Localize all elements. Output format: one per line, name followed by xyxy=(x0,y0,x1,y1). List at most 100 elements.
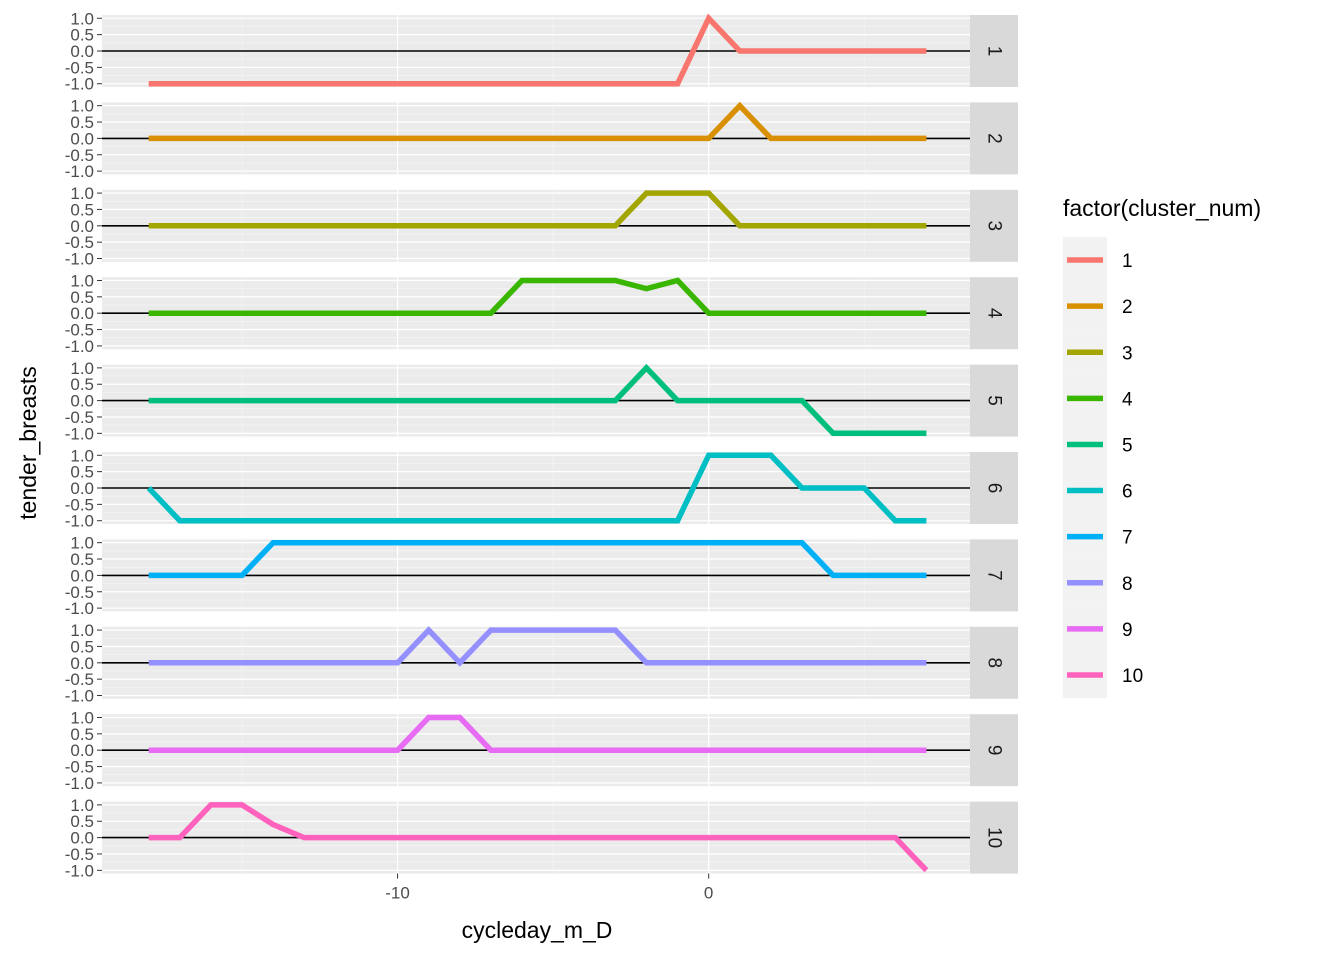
y-tick-label: 0.5 xyxy=(70,26,94,45)
y-tick-label: 0.5 xyxy=(70,725,94,744)
y-tick-label: -0.5 xyxy=(65,58,94,77)
y-tick-label: 0.5 xyxy=(70,375,94,394)
legend-label: 9 xyxy=(1122,620,1133,641)
y-tick-label: -0.5 xyxy=(65,233,94,252)
y-tick-label: -0.5 xyxy=(65,408,94,427)
facet-strip xyxy=(970,15,1018,87)
legend-label: 10 xyxy=(1122,666,1143,687)
y-tick-label: -0.5 xyxy=(65,758,94,777)
y-tick-label: -1.0 xyxy=(65,512,94,531)
y-tick-label: -0.5 xyxy=(65,495,94,514)
y-tick-label: 0.0 xyxy=(70,479,94,498)
y-tick-label: 0.5 xyxy=(70,637,94,656)
y-tick-label: 0.0 xyxy=(70,392,94,411)
series-line-1 xyxy=(148,13,927,87)
y-tick-label: -0.5 xyxy=(65,845,94,864)
legend-item-2: 2 xyxy=(1063,283,1133,330)
series-line-2 xyxy=(148,101,927,142)
y-tick-label: -1.0 xyxy=(65,337,94,356)
facet-strip xyxy=(970,277,1018,350)
y-tick-label: -1.0 xyxy=(65,162,94,181)
y-tick-label: -1.0 xyxy=(65,75,94,94)
y-tick-label: -1.0 xyxy=(65,687,94,706)
x-axis: -10 0 xyxy=(385,873,713,903)
legend-label: 2 xyxy=(1122,297,1133,318)
y-tick-label: 0.0 xyxy=(70,129,94,148)
y-tick-label: 0.5 xyxy=(70,113,94,132)
legend-item-1: 1 xyxy=(1063,237,1133,284)
legend-label: 4 xyxy=(1122,389,1133,410)
y-tick-label: 0.0 xyxy=(70,829,94,848)
y-tick-label: -0.5 xyxy=(65,670,94,689)
y-tick-label: 0.5 xyxy=(70,812,94,831)
facet-strip-label: 4 xyxy=(984,308,1005,319)
series-line-7 xyxy=(148,539,927,579)
series-line-3 xyxy=(148,190,927,229)
y-tick-label: -1.0 xyxy=(65,424,94,443)
chart-panels: 1.00.50.0-0.5-1.011.00.50.0-0.5-1.021.00… xyxy=(65,9,1018,880)
series-line-4 xyxy=(148,277,927,316)
facet-strip-label: 2 xyxy=(984,133,1005,144)
legend-label: 1 xyxy=(1122,251,1133,272)
facet-strip-label: 1 xyxy=(984,46,1005,57)
panel-6: 1.00.50.0-0.5-1.0 6 xyxy=(65,446,1018,531)
y-tick-label: -0.5 xyxy=(65,583,94,602)
legend-label: 6 xyxy=(1122,482,1133,503)
legend-label: 3 xyxy=(1122,343,1133,364)
facet-strip xyxy=(970,364,1018,437)
y-tick-label: -0.5 xyxy=(65,146,94,165)
facet-strip xyxy=(970,626,1018,699)
panel-5: 1.00.50.0-0.5-1.0 5 xyxy=(65,359,1018,443)
x-axis-title: cycleday_m_D xyxy=(462,917,613,943)
y-tick-label: 0.0 xyxy=(70,304,94,323)
y-tick-label: -1.0 xyxy=(65,250,94,269)
y-tick-label: 1.0 xyxy=(70,184,94,203)
facet-strip xyxy=(970,714,1018,787)
y-tick-label: 1.0 xyxy=(70,534,94,553)
facet-strip xyxy=(970,801,1018,874)
series-line-5 xyxy=(148,363,927,437)
panel-4: 1.00.50.0-0.5-1.0 4 xyxy=(65,271,1018,356)
legend-item-7: 7 xyxy=(1063,513,1133,560)
y-tick-label: 1.0 xyxy=(70,708,94,727)
y-tick-label: 1.0 xyxy=(70,9,94,28)
facet-strip xyxy=(970,189,1018,262)
panel-1: 1.00.50.0-0.5-1.0 1 xyxy=(65,9,1018,94)
facet-strip-label: 6 xyxy=(984,483,1005,494)
y-tick-label: 0.5 xyxy=(70,288,94,307)
legend-label: 8 xyxy=(1122,574,1133,595)
y-tick-label: 0.0 xyxy=(70,42,94,61)
facet-strip-label: 8 xyxy=(984,658,1005,669)
facet-strip xyxy=(970,539,1018,612)
y-tick-label: 1.0 xyxy=(70,621,94,640)
facet-strip-label: 9 xyxy=(984,745,1005,756)
y-tick-label: 0.5 xyxy=(70,200,94,219)
legend-item-9: 9 xyxy=(1063,605,1133,652)
y-tick-label: 1.0 xyxy=(70,446,94,465)
y-tick-label: 1.0 xyxy=(70,359,94,378)
panel-10: 1.00.50.0-0.5-1.0 10 xyxy=(65,796,1018,880)
legend-item-10: 10 xyxy=(1063,651,1143,698)
facet-strip xyxy=(970,102,1018,175)
panel-3: 1.00.50.0-0.5-1.0 3 xyxy=(65,184,1018,269)
y-tick-label: 0.5 xyxy=(70,550,94,569)
legend: factor(cluster_num) 1 2 3 4 5 6 7 8 9 10 xyxy=(1063,195,1261,698)
x-tick-label: 0 xyxy=(704,884,713,903)
y-tick-label: 0.0 xyxy=(70,566,94,585)
series-line-10 xyxy=(148,802,929,873)
y-tick-label: -1.0 xyxy=(65,599,94,618)
facet-strip xyxy=(970,452,1018,524)
y-tick-label: 0.5 xyxy=(70,463,94,482)
facet-strip-label: 3 xyxy=(984,221,1005,232)
y-tick-label: 1.0 xyxy=(70,796,94,815)
x-tick-label: -10 xyxy=(385,884,410,903)
y-axis-title: tender_breasts xyxy=(15,366,41,519)
panel-9: 1.00.50.0-0.5-1.0 9 xyxy=(65,708,1018,793)
legend-item-6: 6 xyxy=(1063,467,1133,514)
y-tick-label: -1.0 xyxy=(65,774,94,793)
legend-item-3: 3 xyxy=(1063,329,1133,376)
legend-keys: 1 2 3 4 5 6 7 8 9 10 xyxy=(1063,237,1143,698)
y-tick-label: 1.0 xyxy=(70,97,94,116)
legend-item-5: 5 xyxy=(1063,421,1133,468)
legend-label: 7 xyxy=(1122,528,1133,549)
